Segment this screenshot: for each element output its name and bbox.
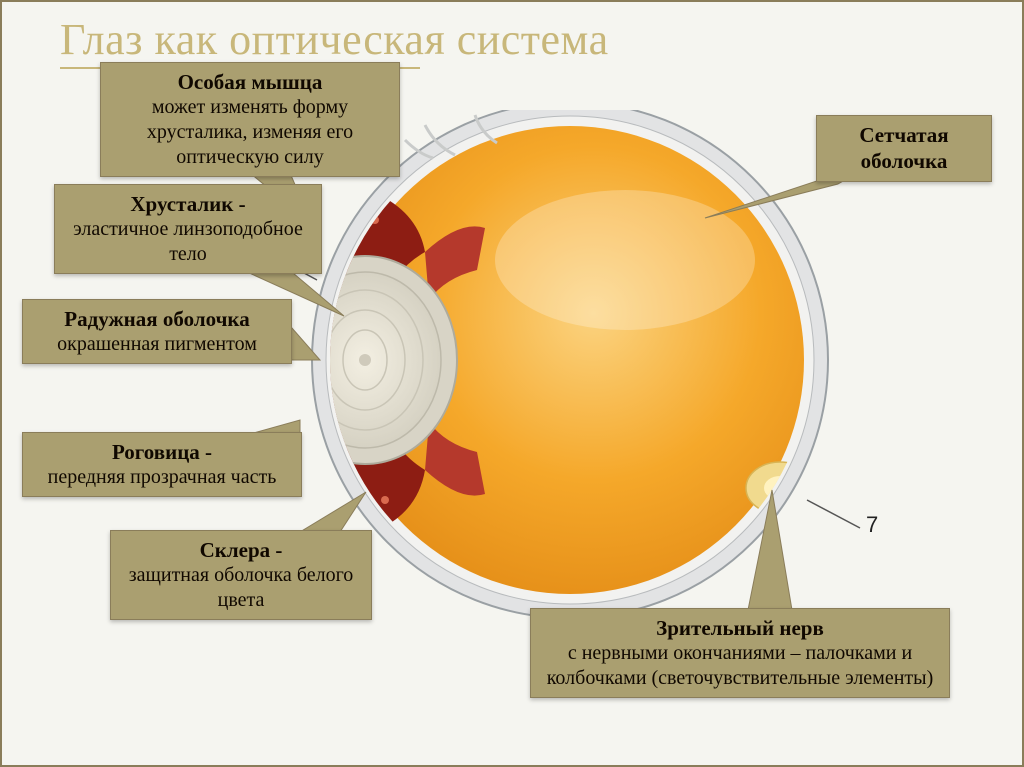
label-nerve: Зрительный нерв с нервными окончаниями –… — [530, 608, 950, 698]
label-sclera-title: Склера - — [121, 537, 361, 563]
label-retina-text: оболочка — [827, 148, 981, 174]
label-muscle-title: Особая мышца — [111, 69, 389, 95]
label-nerve-text: с нервными окончаниями – палочками и кол… — [541, 641, 939, 691]
label-sclera-text: защитная оболочка белого цвета — [121, 563, 361, 613]
label-lens-title: Хрусталик - — [65, 191, 311, 217]
label-retina: Сетчатая оболочка — [816, 115, 992, 182]
label-muscle-text: может изменять форму хрусталика, изменяя… — [111, 95, 389, 170]
label-cornea: Роговица - передняя прозрачная часть — [22, 432, 302, 497]
label-nerve-title: Зрительный нерв — [541, 615, 939, 641]
page-title-text: Глаз как оптическая система — [60, 15, 609, 64]
label-cornea-title: Роговица - — [33, 439, 291, 465]
marker-7: 7 — [866, 512, 878, 538]
label-lens-text: эластичное линзоподобное тело — [65, 217, 311, 267]
label-cornea-text: передняя прозрачная часть — [33, 465, 291, 490]
label-sclera: Склера - защитная оболочка белого цвета — [110, 530, 372, 620]
page-title: Глаз как оптическая система — [60, 14, 609, 65]
label-retina-title: Сетчатая — [827, 122, 981, 148]
label-iris: Радужная оболочка окрашенная пигментом — [22, 299, 292, 364]
label-iris-text: окрашенная пигментом — [33, 332, 281, 357]
label-iris-title: Радужная оболочка — [33, 306, 281, 332]
label-muscle: Особая мышца может изменять форму хруста… — [100, 62, 400, 177]
label-lens: Хрусталик - эластичное линзоподобное тел… — [54, 184, 322, 274]
